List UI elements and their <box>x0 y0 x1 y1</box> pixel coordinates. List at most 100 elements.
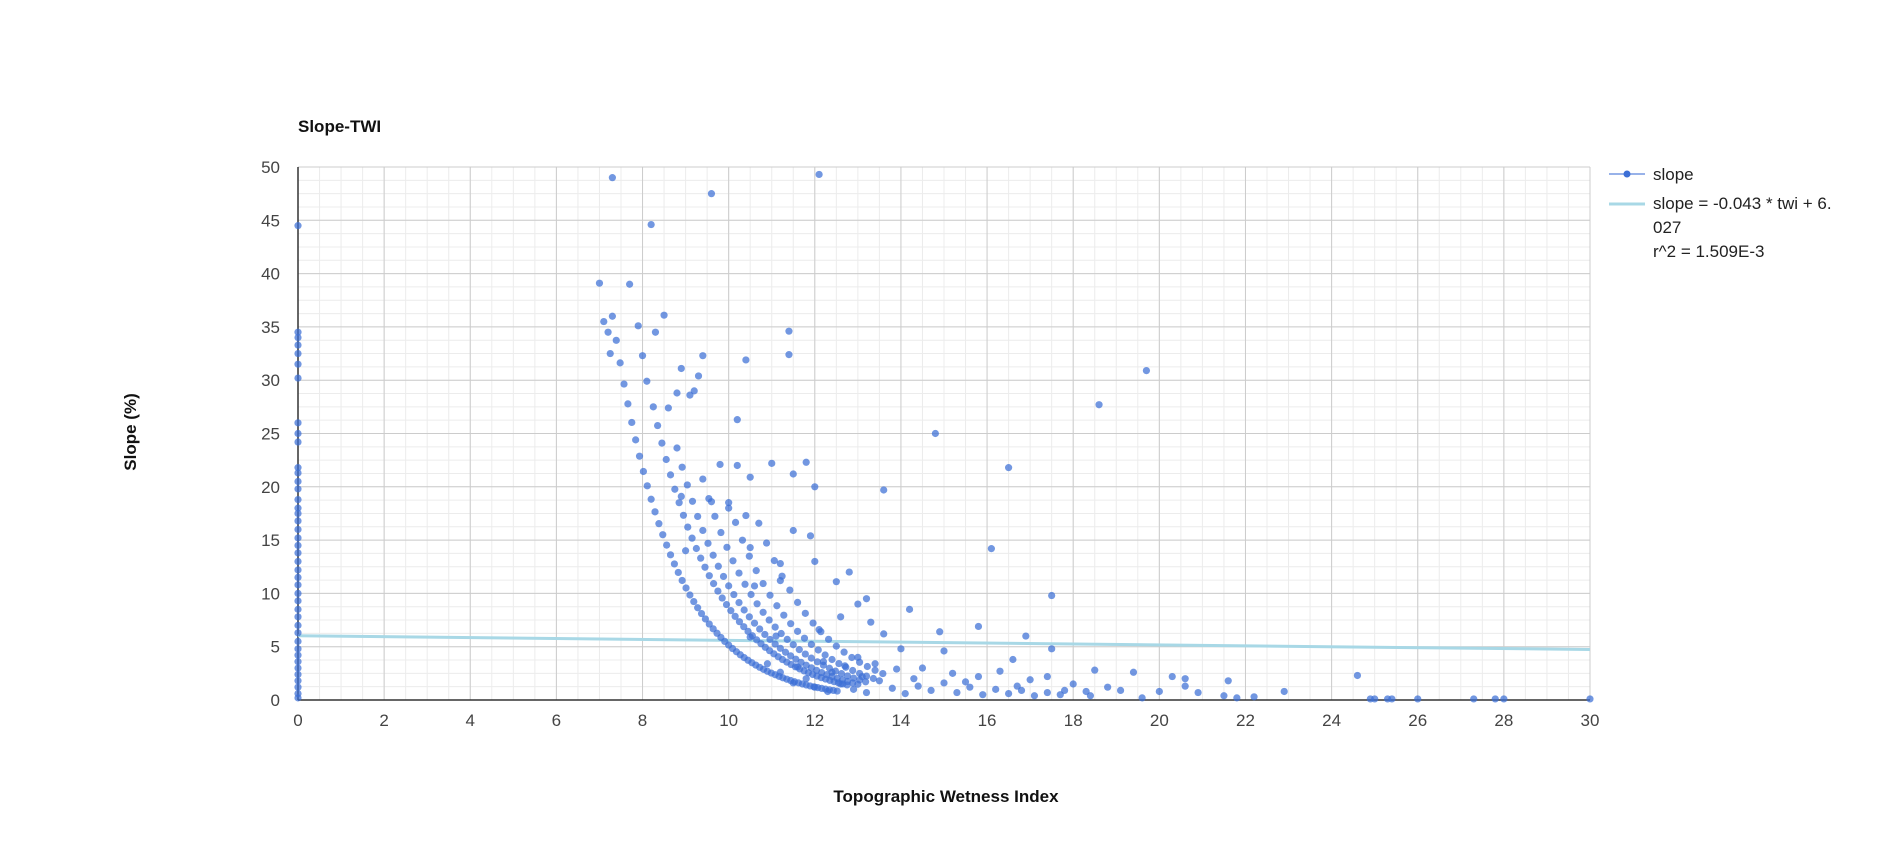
data-point <box>766 591 774 599</box>
data-point <box>1056 691 1064 699</box>
data-point <box>662 455 670 464</box>
data-point <box>711 512 719 520</box>
data-point <box>819 661 828 669</box>
data-point <box>671 485 679 493</box>
data-point <box>649 403 657 411</box>
data-point <box>660 311 668 319</box>
legend-label-trendline-line1: slope = -0.043 * twi + 6. <box>1653 194 1832 213</box>
data-point <box>745 613 753 621</box>
data-point <box>294 637 302 645</box>
data-point <box>845 568 853 576</box>
data-point <box>867 618 875 626</box>
data-point <box>294 664 302 672</box>
data-point <box>683 481 691 489</box>
data-point <box>675 499 683 507</box>
data-point <box>709 551 717 559</box>
data-point <box>837 613 845 621</box>
data-point <box>759 608 767 616</box>
data-point <box>761 630 769 639</box>
data-point <box>862 672 871 680</box>
data-point <box>835 659 843 668</box>
data-point <box>940 647 948 655</box>
data-point <box>821 651 829 659</box>
data-point <box>814 646 822 654</box>
data-point <box>595 279 604 287</box>
data-point <box>795 646 803 654</box>
data-point <box>753 600 761 608</box>
data-point <box>616 359 624 367</box>
data-point <box>1048 645 1056 653</box>
data-point <box>294 581 302 589</box>
data-point <box>842 663 850 671</box>
data-point <box>604 328 612 336</box>
data-point <box>624 400 632 408</box>
data-point <box>733 416 741 424</box>
data-point <box>770 557 778 565</box>
data-point <box>854 600 862 608</box>
data-point <box>701 615 710 623</box>
data-point <box>731 518 740 526</box>
data-point <box>1353 671 1362 680</box>
x-tick-label: 26 <box>1408 711 1427 730</box>
data-point <box>792 655 800 663</box>
data-point <box>828 655 836 664</box>
x-tick-label: 20 <box>1150 711 1169 730</box>
data-point <box>1069 680 1077 688</box>
data-point <box>862 595 871 603</box>
data-point <box>678 463 686 471</box>
data-point <box>787 620 795 628</box>
data-point <box>789 526 797 535</box>
data-point <box>719 572 728 581</box>
data-point <box>765 616 773 624</box>
y-tick-label: 45 <box>261 211 280 230</box>
data-point <box>294 613 302 621</box>
data-point <box>294 573 302 582</box>
data-point <box>871 666 879 674</box>
legend-label-trendline-line2: 027 <box>1653 218 1681 237</box>
data-point <box>686 591 694 599</box>
data-point <box>745 552 753 560</box>
data-point <box>294 349 302 358</box>
data-point <box>879 669 887 678</box>
data-point <box>638 352 647 360</box>
data-point <box>831 667 840 675</box>
data-point <box>940 679 948 687</box>
data-point <box>294 374 302 382</box>
data-point <box>294 589 302 598</box>
data-point <box>294 525 302 534</box>
data-point <box>1155 687 1163 696</box>
data-point <box>897 645 905 653</box>
data-point <box>612 336 620 344</box>
data-point <box>705 572 713 580</box>
data-point <box>905 605 914 613</box>
data-point <box>705 620 713 628</box>
data-point <box>750 619 759 627</box>
data-point <box>1048 591 1056 600</box>
data-point <box>1129 668 1138 676</box>
data-point <box>658 439 666 447</box>
data-point <box>793 627 802 635</box>
x-tick-label: 18 <box>1064 711 1083 730</box>
data-point <box>294 419 302 427</box>
data-point <box>807 640 815 649</box>
data-point <box>893 665 901 673</box>
data-point <box>730 590 738 599</box>
y-tick-label: 30 <box>261 371 280 390</box>
data-point <box>714 562 722 570</box>
data-point <box>688 497 697 505</box>
data-point <box>294 360 302 368</box>
data-point <box>1224 677 1232 685</box>
data-point <box>294 341 302 349</box>
data-point <box>294 485 302 493</box>
axis-layer: 0 2 4 6 8 10 12 14 16 18 20 22 24 26 28 300510152025303… <box>261 158 1599 730</box>
data-point <box>901 690 909 698</box>
grid-layer <box>297 166 1591 701</box>
data-point <box>825 664 834 672</box>
data-point <box>771 640 779 648</box>
data-point <box>759 579 767 588</box>
data-point <box>880 486 888 494</box>
data-point <box>682 584 690 592</box>
x-tick-label: 6 <box>552 711 561 730</box>
data-point <box>793 598 802 607</box>
